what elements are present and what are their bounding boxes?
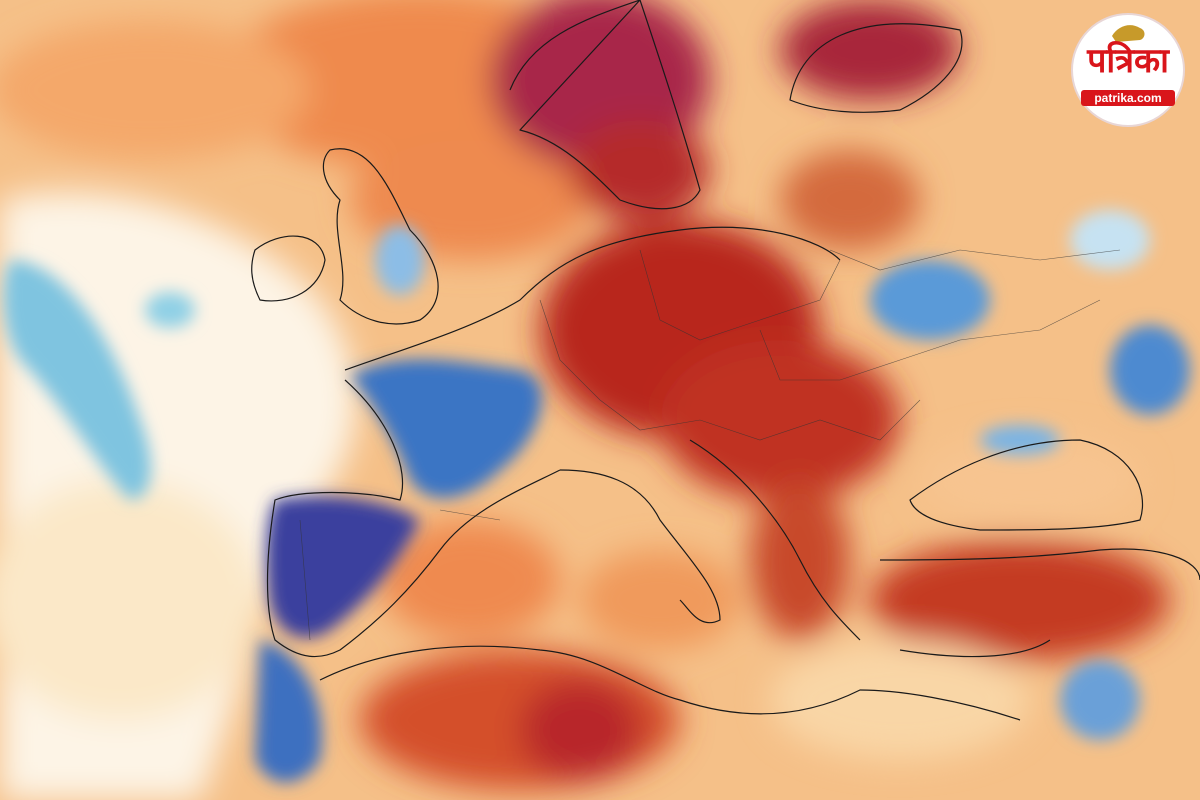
hot-area: [660, 340, 900, 500]
hot-area: [870, 540, 1170, 660]
hot-area: [520, 680, 640, 780]
coastlines: [251, 0, 1200, 721]
coastline: [559, 469, 721, 624]
coastline: [509, 0, 701, 210]
neutral-area: [920, 435, 1140, 525]
coastline: [789, 23, 963, 113]
hot-area: [570, 120, 710, 220]
coastline: [319, 645, 1021, 721]
border: [639, 249, 841, 341]
coastline: [251, 235, 326, 302]
logo-name: पत्रिका: [1086, 40, 1170, 81]
logo: पत्रिका patrika.com: [1071, 13, 1185, 127]
border: [829, 249, 1121, 271]
warm-area: [580, 550, 740, 650]
logo-url: patrika.com: [1094, 91, 1161, 105]
coastline: [879, 548, 1200, 658]
cool-area: [3, 260, 151, 500]
cool-area: [266, 496, 420, 638]
cool-area: [375, 225, 425, 295]
coastline: [909, 439, 1144, 531]
cool-area: [1110, 325, 1190, 415]
border: [299, 509, 501, 641]
cool-area: [255, 640, 322, 783]
border: [539, 299, 921, 441]
coastline: [322, 148, 439, 325]
cool-area: [870, 260, 990, 340]
neutral-area: [0, 480, 260, 720]
border: [759, 299, 1101, 381]
cool-area: [980, 425, 1060, 455]
warm-area: [0, 20, 310, 160]
logo-url-bar: [1081, 90, 1175, 106]
cool-area: [1060, 660, 1140, 740]
borders: [299, 249, 1121, 641]
coastline: [266, 379, 561, 658]
hot-area: [780, 0, 960, 100]
neutral-area: [770, 640, 1030, 760]
cool-area: [1070, 210, 1150, 270]
cool-field: [3, 210, 1190, 783]
coastline: [344, 226, 841, 371]
cool-area: [145, 292, 195, 328]
logo-emblem: [1112, 25, 1145, 42]
coastline: [689, 439, 861, 641]
warm-area: [380, 520, 560, 640]
warm-area: [780, 150, 920, 250]
cool-area: [350, 359, 542, 499]
